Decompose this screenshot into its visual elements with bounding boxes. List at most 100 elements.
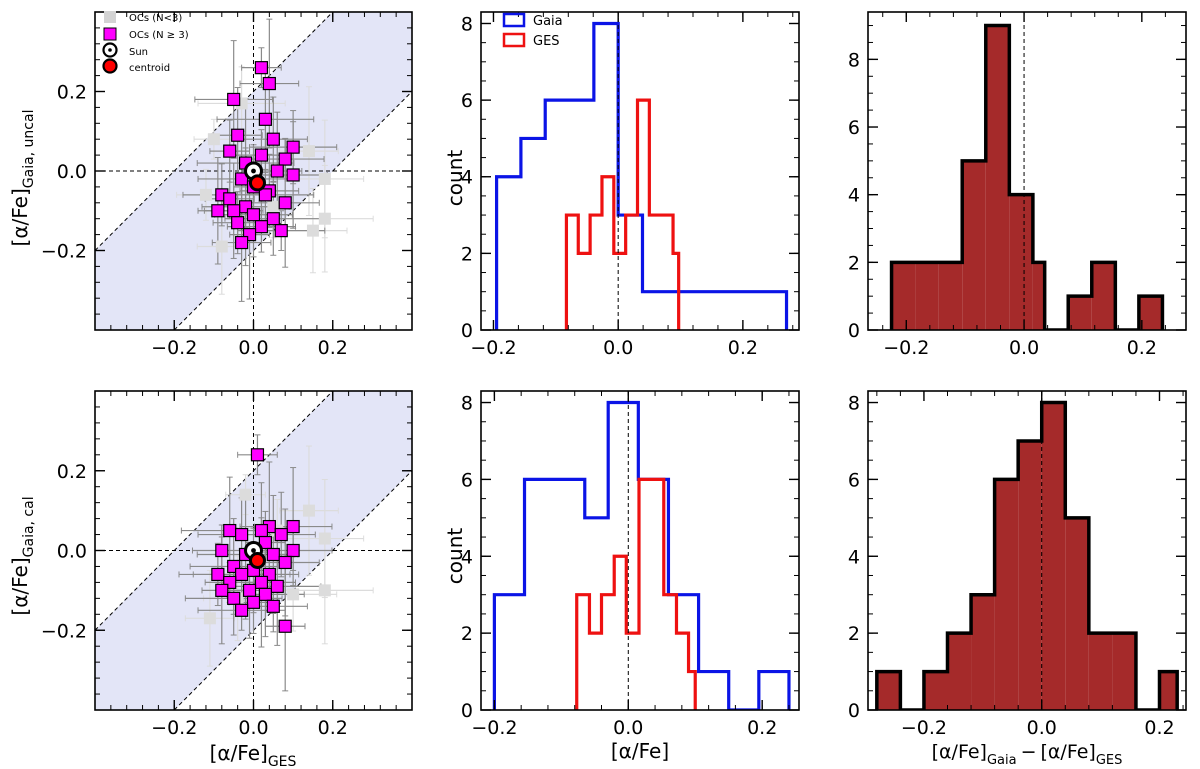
y-tick-label: 0: [461, 320, 473, 342]
y-tick-label: 4: [848, 546, 860, 568]
magenta-point: [254, 523, 269, 538]
magenta-point: [274, 527, 288, 542]
plot-area: [494, 12, 789, 330]
x-tick-label: 0.2: [747, 717, 777, 739]
magenta-point: [250, 448, 265, 462]
hist-series-ges: [575, 477, 697, 710]
legend-label-gaia: Gaia: [533, 14, 563, 29]
magenta-point: [286, 519, 300, 534]
hist-bar: [1112, 633, 1136, 710]
ylabel-bottom-left: [α/Fe]Gaia, cal: [8, 496, 37, 615]
magenta-point: [215, 583, 229, 597]
scatter-legend: OCs (N<3) OCs (N ≥ 3) Sun centroid: [102, 11, 189, 74]
magenta-point: [266, 547, 280, 562]
y-tick-label: 8: [848, 49, 860, 71]
hist-bar: [994, 479, 1019, 710]
x-tick-label: 0.2: [318, 337, 348, 359]
legend-gaia-swatch: [502, 12, 526, 28]
legend-centroid-marker: [102, 58, 118, 74]
legend-ges-swatch: [502, 32, 526, 48]
x-tick-label: 0.0: [613, 717, 643, 739]
x-tick-label: 0.2: [1127, 337, 1157, 359]
panel-hist-cal: −0.2 0.0 0.2 0 2 4 6 8: [461, 390, 800, 739]
magenta-point: [227, 92, 241, 107]
sun-marker-dot: [251, 548, 256, 553]
magenta-point: [258, 535, 272, 550]
y-tick-label: 8: [848, 393, 860, 415]
panel-scatter-uncal: −0.2 0.0 0.2 −0.2 0.0 0.2: [41, 11, 413, 359]
hist-bar: [1068, 296, 1092, 330]
y-tick-label: −0.2: [41, 241, 87, 263]
magenta-point: [266, 599, 280, 613]
x-tick-label: −0.2: [883, 337, 929, 359]
magenta-point: [227, 204, 241, 218]
y-tick-label: 4: [461, 546, 473, 568]
hist-bar: [891, 262, 916, 330]
hist-outline: [889, 23, 1165, 330]
x-tick-label: 0.0: [238, 717, 268, 739]
magenta-point: [278, 619, 292, 633]
legend-magenta-square-marker: [103, 27, 117, 41]
hist-bar: [923, 671, 948, 710]
y-tick-label: 0: [848, 320, 860, 342]
magenta-point: [254, 220, 269, 234]
magenta-point: [270, 164, 284, 178]
plot-area: [875, 391, 1179, 710]
hist-bar: [1091, 262, 1116, 330]
magenta-point: [286, 543, 300, 558]
ylabel-bottom-middle: count: [443, 528, 467, 585]
hist-bar: [1041, 402, 1066, 710]
magenta-point: [254, 575, 269, 590]
magenta-point: [286, 168, 300, 182]
magenta-point: [278, 555, 292, 570]
y-tick-label: 2: [461, 623, 473, 645]
hist-bar: [971, 594, 995, 710]
plot-area: [889, 12, 1165, 330]
magenta-point: [278, 196, 292, 210]
magenta-point: [215, 543, 229, 558]
xlabel-bottom-left: [α/Fe]GES: [210, 741, 297, 769]
hist-bar: [947, 633, 972, 710]
hist-bar: [1065, 517, 1089, 710]
y-tick-label: 0.2: [57, 82, 87, 104]
panel-scatter-cal: −0.2 0.0 0.2 −0.2 0.0 0.2: [41, 390, 413, 739]
legend-label-sun: Sun: [129, 47, 148, 58]
centroid-marker: [248, 551, 266, 569]
y-tick-label: 8: [461, 393, 473, 415]
x-tick-label: −0.2: [470, 337, 516, 359]
xlabel-bottom-right: [α/Fe]Gaia − [α/Fe]GES: [932, 741, 1123, 768]
xlabel-bottom-middle: [α/Fe]: [611, 739, 669, 763]
y-tick-label: −0.2: [41, 620, 87, 642]
magenta-point: [211, 567, 225, 582]
x-tick-label: 0.2: [1144, 717, 1174, 739]
plot-area: [492, 391, 791, 710]
axes-frame: [480, 390, 800, 711]
x-tick-label: 0.2: [728, 337, 758, 359]
magenta-point: [286, 140, 300, 154]
gray-point: [215, 240, 228, 253]
hist-bar: [876, 671, 901, 710]
gray-point: [318, 212, 331, 225]
magenta-point: [235, 567, 249, 582]
magenta-point: [242, 583, 257, 597]
gray-point: [287, 588, 300, 601]
axes-frame: [867, 11, 1187, 331]
legend-sun-marker-dot: [108, 48, 112, 52]
hist-bar: [1032, 262, 1045, 330]
y-tick-label: 6: [461, 469, 473, 491]
x-tick-label: 0.0: [1009, 337, 1039, 359]
legend-label-ocs-lt3: OCs (N<3): [129, 13, 182, 24]
hist-bar: [1159, 671, 1178, 710]
gray-point: [306, 224, 319, 237]
magenta-point: [235, 235, 249, 250]
y-tick-label: 2: [848, 623, 860, 645]
gray-point: [318, 172, 331, 185]
y-tick-label: 4: [461, 167, 473, 189]
hist-bar: [1009, 194, 1033, 330]
hist-outline: [875, 400, 1179, 710]
hist-bar: [962, 160, 986, 330]
axes-frame: [480, 11, 800, 331]
magenta-point: [211, 204, 225, 218]
y-tick-label: 8: [461, 13, 473, 35]
